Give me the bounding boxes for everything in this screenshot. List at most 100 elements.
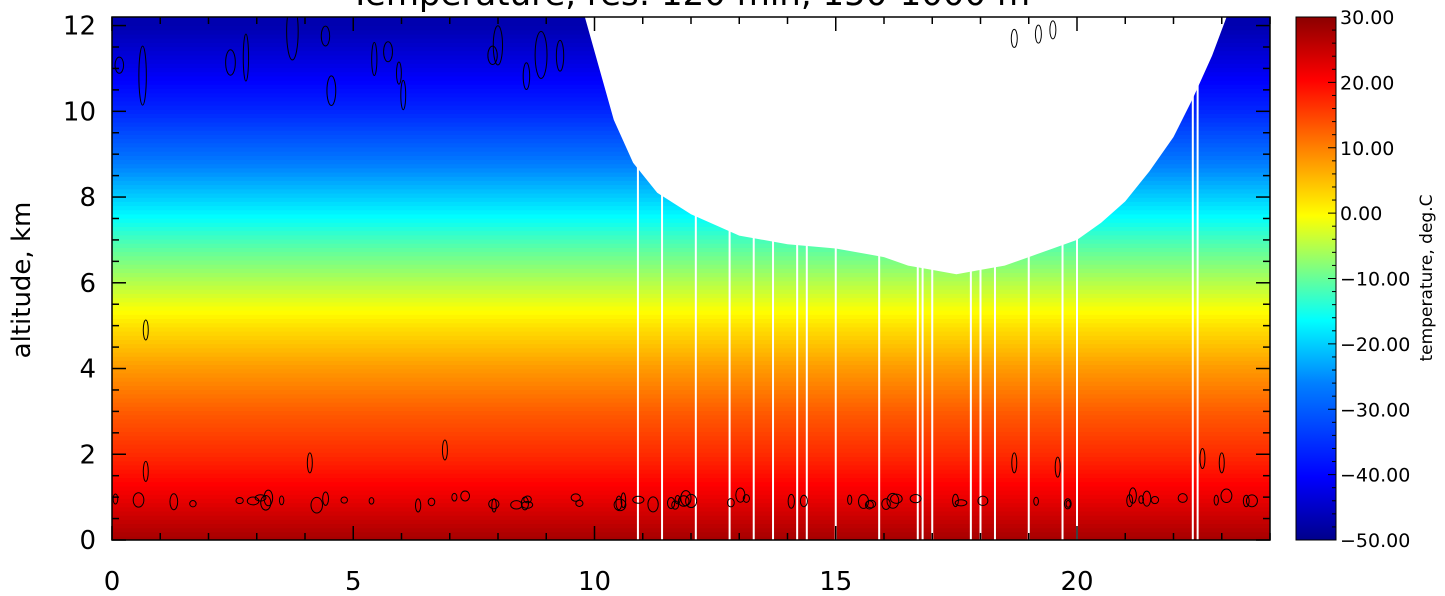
contour-loop — [977, 495, 989, 507]
y-tick-label: 4 — [79, 355, 96, 385]
contour-loop — [306, 452, 313, 474]
heatmap-band — [112, 284, 1270, 290]
contour-loop — [1213, 494, 1219, 506]
contour-loop — [383, 41, 394, 63]
contour-loop — [674, 494, 681, 505]
colorbar-ticks: 30.00 20.00 10.00 0.00 −10.00 −20.00 −30.00 −40… — [1328, 7, 1410, 552]
contour-loop — [169, 493, 179, 511]
heatmap-band — [112, 347, 1270, 353]
contour-loop — [114, 56, 125, 74]
contour-loop — [632, 495, 645, 504]
missing-data-region — [584, 17, 1227, 275]
contour-loop — [1245, 494, 1258, 508]
heatmap-band — [112, 481, 1270, 487]
y-tick-label: 2 — [79, 440, 96, 470]
heatmap-band — [112, 318, 1270, 324]
contour-loop — [575, 499, 584, 507]
contour-loop — [260, 495, 272, 511]
heatmap-band — [112, 242, 1270, 248]
contour-loop — [132, 492, 145, 508]
heatmap-band — [112, 447, 1270, 453]
contour-loop — [685, 493, 698, 509]
contour-loop — [1142, 490, 1152, 507]
heatmap-band — [112, 314, 1270, 320]
x-tick-label: 20 — [1060, 567, 1093, 596]
heatmap-band — [112, 389, 1270, 395]
heatmap-band — [112, 464, 1270, 470]
chart-title: Temperature, res: 120 min, 150-1000 m — [349, 0, 1030, 14]
contour-loop — [1150, 495, 1160, 505]
colorbar-tick-label: −40.00 — [1340, 465, 1410, 487]
contour-loop — [1220, 488, 1233, 504]
contour-loop — [142, 460, 149, 482]
heatmap-band — [112, 326, 1270, 332]
contour-loop — [727, 498, 735, 508]
contour-loop — [857, 494, 870, 509]
contour-loop — [460, 490, 471, 502]
contour-loop — [340, 496, 348, 504]
heatmap-band — [112, 510, 1270, 516]
contour-loop — [865, 499, 877, 509]
contour-loop — [847, 494, 853, 505]
heatmap-band — [112, 502, 1270, 508]
contour-loop — [142, 319, 149, 341]
contour-loop — [671, 500, 680, 510]
heatmap-band — [112, 259, 1270, 265]
heatmap-band — [112, 309, 1270, 315]
heatmap-band — [112, 427, 1270, 433]
heatmap-band — [112, 230, 1270, 236]
heatmap-band — [112, 431, 1270, 437]
contour-loop — [371, 41, 378, 77]
heatmap-band — [112, 293, 1270, 299]
contour-loop — [667, 496, 676, 510]
y-axis: 0 2 4 6 8 10 12 — [63, 12, 1270, 556]
contour-loop — [522, 62, 531, 91]
heatmap-band — [112, 489, 1270, 495]
contour-loop — [787, 493, 795, 509]
contour-loop — [909, 493, 922, 504]
contour-lines — [112, 17, 1258, 514]
contour-loop — [1063, 498, 1072, 510]
heatmap-band — [112, 247, 1270, 253]
contour-loop — [1138, 495, 1145, 504]
contour-loop — [1218, 452, 1225, 474]
y-tick-label: 0 — [79, 526, 96, 556]
contour-loop — [138, 45, 147, 106]
heatmap-band — [112, 263, 1270, 269]
contour-loop — [677, 495, 690, 507]
colorbar-tick-label: 30.00 — [1340, 7, 1394, 29]
heatmap-band — [112, 456, 1270, 462]
heatmap-band — [112, 527, 1270, 533]
heatmap-band — [112, 276, 1270, 282]
heatmap-band — [112, 272, 1270, 278]
heatmap-band — [112, 477, 1270, 483]
heatmap-band — [112, 268, 1270, 274]
heatmap-band — [112, 217, 1270, 223]
heatmap-band — [112, 355, 1270, 361]
colorbar-tick-label: −30.00 — [1340, 399, 1410, 421]
contour-loop — [881, 498, 891, 510]
x-tick-label: 15 — [819, 567, 852, 596]
heatmap-band — [112, 368, 1270, 374]
no-data-columns — [636, 17, 1199, 540]
colorbar-tick-label: 0.00 — [1340, 203, 1382, 225]
colorbar-tick-label: 20.00 — [1340, 72, 1394, 94]
heatmap-band — [112, 334, 1270, 340]
heatmap-band — [112, 364, 1270, 370]
contour-loop — [613, 498, 627, 512]
heatmap-band — [112, 406, 1270, 412]
contour-loop — [242, 33, 250, 82]
contour-loop — [954, 499, 968, 507]
contour-loop — [1049, 20, 1057, 40]
contour-loop — [322, 491, 330, 506]
heatmap-band — [112, 401, 1270, 407]
heatmap-band — [112, 393, 1270, 399]
contour-loop — [555, 39, 565, 72]
contour-loop — [235, 497, 244, 505]
heatmap-band — [112, 435, 1270, 441]
colorbar-tick-label: 10.00 — [1340, 138, 1394, 160]
contour-loop — [615, 495, 623, 511]
contour-loop — [680, 490, 692, 507]
contour-loop — [488, 498, 500, 510]
